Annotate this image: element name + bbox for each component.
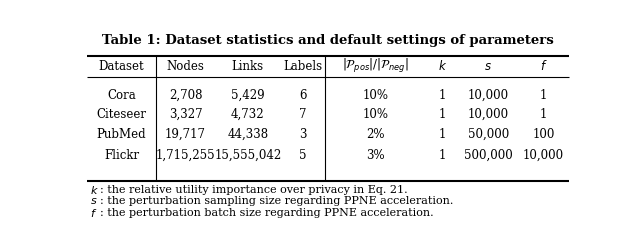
Text: $s$: $s$ bbox=[484, 60, 492, 73]
Text: 50,000: 50,000 bbox=[468, 128, 509, 141]
Text: 10%: 10% bbox=[362, 108, 388, 121]
Text: 44,338: 44,338 bbox=[227, 128, 268, 141]
Text: Labels: Labels bbox=[283, 60, 323, 73]
Text: 1: 1 bbox=[438, 89, 446, 102]
Text: $f$: $f$ bbox=[90, 207, 97, 219]
Text: 1,715,255: 1,715,255 bbox=[156, 149, 215, 162]
Text: Dataset: Dataset bbox=[99, 60, 145, 73]
Text: Table 1: Dataset statistics and default settings of parameters: Table 1: Dataset statistics and default … bbox=[102, 34, 554, 47]
Text: $|\mathcal{P}_{pos}|/|\mathcal{P}_{neg}|$: $|\mathcal{P}_{pos}|/|\mathcal{P}_{neg}|… bbox=[342, 57, 409, 75]
Text: $k$: $k$ bbox=[438, 59, 447, 73]
Text: 6: 6 bbox=[299, 89, 307, 102]
Text: 3%: 3% bbox=[366, 149, 385, 162]
Text: 10,000: 10,000 bbox=[523, 149, 564, 162]
Text: $f$: $f$ bbox=[540, 59, 547, 73]
Text: 10,000: 10,000 bbox=[468, 89, 509, 102]
Text: 1: 1 bbox=[540, 108, 547, 121]
Text: : the perturbation batch size regarding PPNE acceleration.: : the perturbation batch size regarding … bbox=[100, 208, 433, 218]
Text: : the relative utility importance over privacy in Eq. 21.: : the relative utility importance over p… bbox=[100, 185, 408, 195]
Text: 15,555,042: 15,555,042 bbox=[214, 149, 282, 162]
Text: 19,717: 19,717 bbox=[165, 128, 206, 141]
Text: Links: Links bbox=[232, 60, 264, 73]
Text: 7: 7 bbox=[299, 108, 307, 121]
Text: 1: 1 bbox=[438, 108, 446, 121]
Text: 5,429: 5,429 bbox=[231, 89, 264, 102]
Text: 10%: 10% bbox=[362, 89, 388, 102]
Text: 2,708: 2,708 bbox=[169, 89, 202, 102]
Text: : the perturbation sampling size regarding PPNE acceleration.: : the perturbation sampling size regardi… bbox=[100, 197, 453, 206]
Text: 1: 1 bbox=[438, 149, 446, 162]
Text: 1: 1 bbox=[438, 128, 446, 141]
Text: 4,732: 4,732 bbox=[231, 108, 264, 121]
Text: 1: 1 bbox=[540, 89, 547, 102]
Text: Citeseer: Citeseer bbox=[97, 108, 147, 121]
Text: $k$: $k$ bbox=[90, 184, 99, 196]
Text: 100: 100 bbox=[532, 128, 554, 141]
Text: PubMed: PubMed bbox=[97, 128, 147, 141]
Text: Nodes: Nodes bbox=[166, 60, 204, 73]
Text: Cora: Cora bbox=[108, 89, 136, 102]
Text: 10,000: 10,000 bbox=[468, 108, 509, 121]
Text: 3: 3 bbox=[299, 128, 307, 141]
Text: 500,000: 500,000 bbox=[464, 149, 513, 162]
Text: 2%: 2% bbox=[366, 128, 385, 141]
Text: $s$: $s$ bbox=[90, 197, 97, 206]
Text: 5: 5 bbox=[299, 149, 307, 162]
Text: Flickr: Flickr bbox=[104, 149, 139, 162]
Text: 3,327: 3,327 bbox=[168, 108, 202, 121]
